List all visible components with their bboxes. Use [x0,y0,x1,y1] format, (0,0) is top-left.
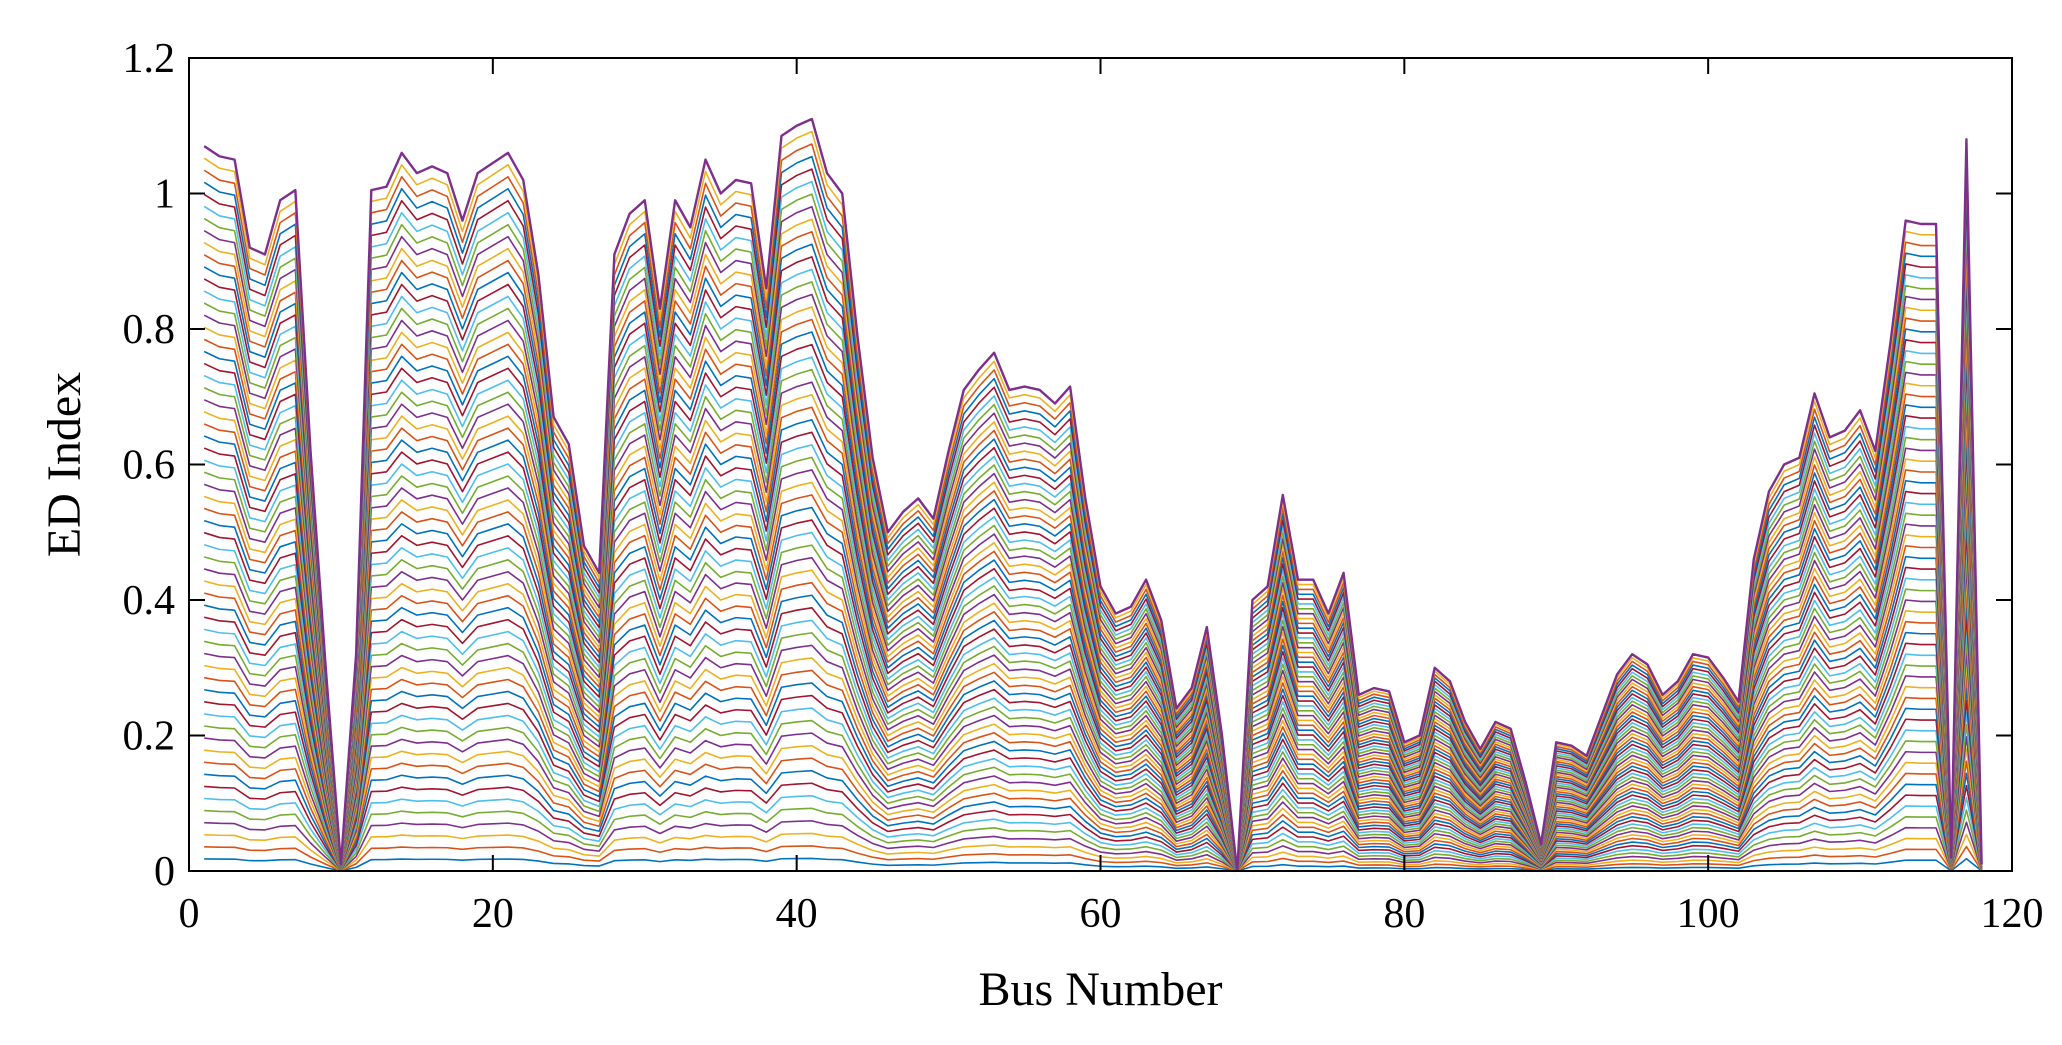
series-line-6 [204,795,1983,871]
series-line-54 [203,193,1983,871]
series-line-44 [203,318,1983,871]
series-line-28 [203,519,1983,871]
y-tick-label: 0.2 [123,714,176,760]
series-line-33 [203,456,1983,871]
series-line-18 [204,644,1983,871]
series-line-55 [203,180,1983,871]
series-line-34 [203,444,1983,871]
series-line-46 [203,293,1983,871]
series-line-35 [203,431,1983,871]
y-tick-label: 0.4 [123,578,176,624]
series-line-48 [203,268,1983,871]
x-tick-label: 0 [179,891,200,937]
x-tick-label: 80 [1383,891,1425,937]
series-line-53 [203,205,1983,871]
series-line-36 [203,418,1983,871]
series-line-22 [203,594,1983,871]
x-tick-label: 40 [776,891,818,937]
series-line-43 [203,331,1983,871]
y-tick-label: 0 [154,849,175,895]
ticks-group: 0 20 40 60 80 100 120 0 0.2 0.4 0.6 0.8 1 1.2 [123,36,2044,937]
series-line-16 [204,669,1983,871]
series-line-60 [203,117,1983,871]
series-line-24 [203,569,1983,871]
series-line-19 [204,632,1983,871]
y-tick-label: 0.6 [123,443,176,489]
series-line-12 [204,719,1983,871]
series-line-58 [203,143,1983,871]
x-tick-label: 20 [472,891,514,937]
series-line-42 [203,343,1983,871]
series-line-31 [203,481,1983,871]
series-line-57 [203,155,1983,871]
series-line-50 [203,243,1983,871]
series-line-52 [203,218,1983,871]
series-line-38 [203,393,1983,871]
series-line-40 [203,368,1983,871]
series-line-26 [203,544,1983,871]
series-line-27 [203,531,1983,871]
series-line-13 [204,707,1983,871]
series-line-37 [203,406,1983,871]
series-line-2 [204,845,1983,871]
series-line-47 [203,281,1983,871]
y-tick-label: 1.2 [123,36,176,82]
series-line-15 [204,682,1983,871]
series-line-17 [204,657,1983,871]
x-axis-title: Bus Number [979,963,1223,1016]
series-line-20 [204,619,1983,871]
series-line-51 [203,230,1983,871]
x-tick-label: 60 [1080,891,1122,937]
series-line-10 [204,744,1983,871]
series-line-9 [204,757,1983,871]
series-line-30 [203,494,1983,871]
series-line-29 [203,506,1983,871]
series-group [203,117,1983,871]
series-line-11 [204,732,1983,871]
series-line-7 [204,782,1983,871]
series-line-45 [203,306,1983,871]
series-line-1 [204,857,1983,871]
series-line-4 [204,820,1983,871]
series-line-8 [204,769,1983,871]
x-tick-label: 100 [1677,891,1740,937]
series-line-23 [203,581,1983,871]
y-tick-label: 1 [154,172,175,218]
series-line-21 [204,606,1983,871]
series-line-5 [204,807,1983,871]
series-line-14 [204,694,1983,871]
y-tick-label: 0.8 [123,307,176,353]
x-tick-label: 120 [1981,891,2044,937]
series-line-41 [203,356,1983,871]
y-axis-title: ED Index [38,372,91,557]
series-line-25 [203,556,1983,871]
series-line-3 [204,832,1983,871]
series-line-39 [203,381,1983,871]
series-line-56 [203,168,1983,871]
series-line-32 [203,469,1983,871]
series-line-49 [203,256,1983,871]
